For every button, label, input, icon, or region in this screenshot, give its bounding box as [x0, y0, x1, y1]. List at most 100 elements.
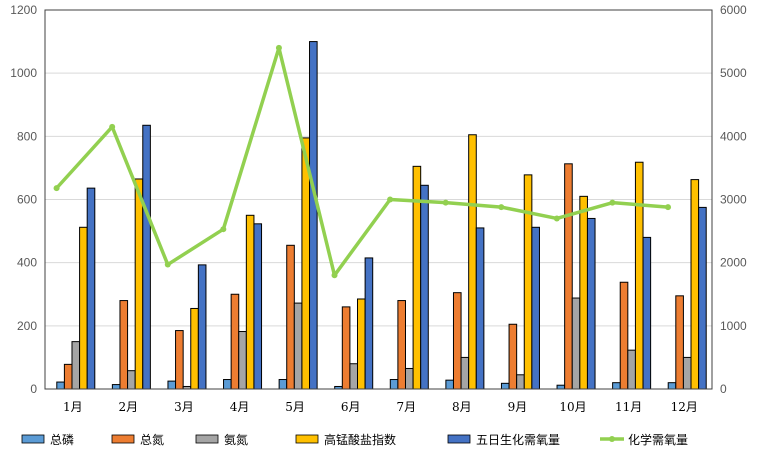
x-tick-label: 1月 [63, 400, 83, 414]
bar-4 [357, 298, 366, 390]
bar-3 [238, 331, 247, 390]
x-tick-label: 7月 [396, 400, 416, 414]
x-tick-label: 9月 [508, 400, 528, 414]
legend-swatch [447, 434, 471, 444]
bars [56, 41, 707, 390]
x-tick-label: 4月 [230, 400, 250, 414]
x-tick-label: 3月 [174, 400, 194, 414]
legend-swatch [295, 434, 319, 444]
legend-swatch [21, 434, 45, 444]
x-tick-label: 11月 [615, 400, 642, 414]
cod-line [53, 44, 672, 279]
bar-1 [556, 384, 566, 390]
bar-4 [134, 178, 144, 390]
y-tick-label: 800 [17, 129, 37, 143]
bar-1 [223, 379, 232, 390]
x-tick-label: 5月 [285, 400, 305, 414]
bar-3 [571, 297, 581, 390]
cod-point [53, 185, 60, 192]
bar-2 [230, 293, 240, 390]
y2-tick-label: 1000 [720, 319, 747, 333]
legend-swatch [195, 434, 219, 444]
gridlines [45, 72, 712, 327]
bar-3 [349, 363, 359, 390]
cod-point [331, 272, 338, 279]
bar-3 [404, 367, 414, 390]
y-axis-left: 0 200 400 600 800 1000 1200 [10, 3, 37, 396]
cod-point [164, 261, 171, 268]
bar-1 [278, 379, 288, 390]
bar-5 [698, 206, 707, 390]
bar-2 [508, 323, 518, 390]
bar-2 [286, 244, 295, 390]
bar-2 [63, 363, 73, 390]
x-tick-label: 10月 [559, 400, 586, 414]
bar-1 [500, 382, 510, 390]
bar-1 [56, 381, 65, 390]
bar-1 [612, 382, 621, 390]
cod-point [109, 123, 116, 130]
y2-tick-label: 0 [720, 382, 727, 396]
bar-5 [531, 226, 540, 390]
bar-5 [420, 184, 429, 390]
cod-point [553, 215, 560, 222]
bar-1 [445, 379, 454, 390]
x-tick-label: 6月 [341, 400, 361, 414]
bar-5 [197, 264, 207, 390]
legend-label: 总氮 [140, 432, 164, 447]
y2-tick-label: 4000 [720, 129, 747, 143]
x-tick-label: 12月 [671, 400, 698, 414]
bar-2 [564, 163, 573, 390]
legend-label: 五日生化需氧量 [476, 433, 560, 447]
bar-5 [475, 227, 485, 390]
legend-label: 高锰酸盐指数 [324, 432, 396, 447]
x-tick-label: 2月 [119, 400, 139, 414]
y-axis-right: 0 1000 2000 3000 4000 5000 6000 [720, 3, 747, 396]
bar-4 [79, 226, 88, 390]
bar-1 [167, 380, 177, 390]
bar-4 [468, 134, 477, 390]
bar-5 [253, 223, 263, 390]
cod-point [387, 196, 394, 203]
bar-3 [460, 356, 470, 390]
plot-frame [44, 9, 713, 390]
bar-5 [586, 217, 596, 390]
legend-label: 氨氮 [224, 432, 248, 447]
y2-tick-label: 2000 [720, 256, 747, 270]
bar-4 [190, 307, 199, 390]
bar-4 [634, 161, 644, 390]
y-tick-label: 400 [17, 256, 37, 270]
bar-3 [516, 374, 525, 390]
x-tick-label: 8月 [452, 400, 472, 414]
cod-point [275, 44, 282, 51]
bar-4 [245, 214, 255, 390]
legend-swatch [111, 434, 135, 444]
bar-4 [523, 174, 533, 390]
bar-2 [119, 300, 129, 390]
bar-3 [71, 341, 81, 390]
bar-2 [175, 330, 184, 390]
bar-2 [675, 295, 684, 390]
bar-3 [627, 349, 636, 390]
legend: 总磷 总氮 氨氮 高锰酸盐指数 五日生化需氧量 化学需氧量 [21, 432, 688, 447]
bar-2 [619, 281, 629, 390]
y-tick-label: 1000 [10, 66, 37, 80]
bar-5 [642, 236, 652, 390]
bar-4 [579, 195, 588, 390]
y-tick-label: 1200 [10, 3, 37, 17]
bar-5 [309, 41, 318, 390]
bar-3 [293, 302, 303, 390]
y2-tick-label: 6000 [720, 3, 747, 17]
cod-point [498, 204, 505, 211]
x-axis: 1月 2月 3月 4月 5月 6月 7月 8月 9月 10月 11月 12月 [63, 400, 698, 414]
y-tick-label: 600 [17, 193, 37, 207]
cod-point [442, 199, 449, 206]
bar-2 [341, 306, 351, 390]
cod-point [609, 199, 616, 206]
y-tick-label: 200 [17, 319, 37, 333]
bar-4 [690, 179, 700, 390]
legend-label: 化学需氧量 [628, 432, 688, 447]
legend-marker [609, 436, 615, 442]
bar-2 [397, 300, 406, 390]
